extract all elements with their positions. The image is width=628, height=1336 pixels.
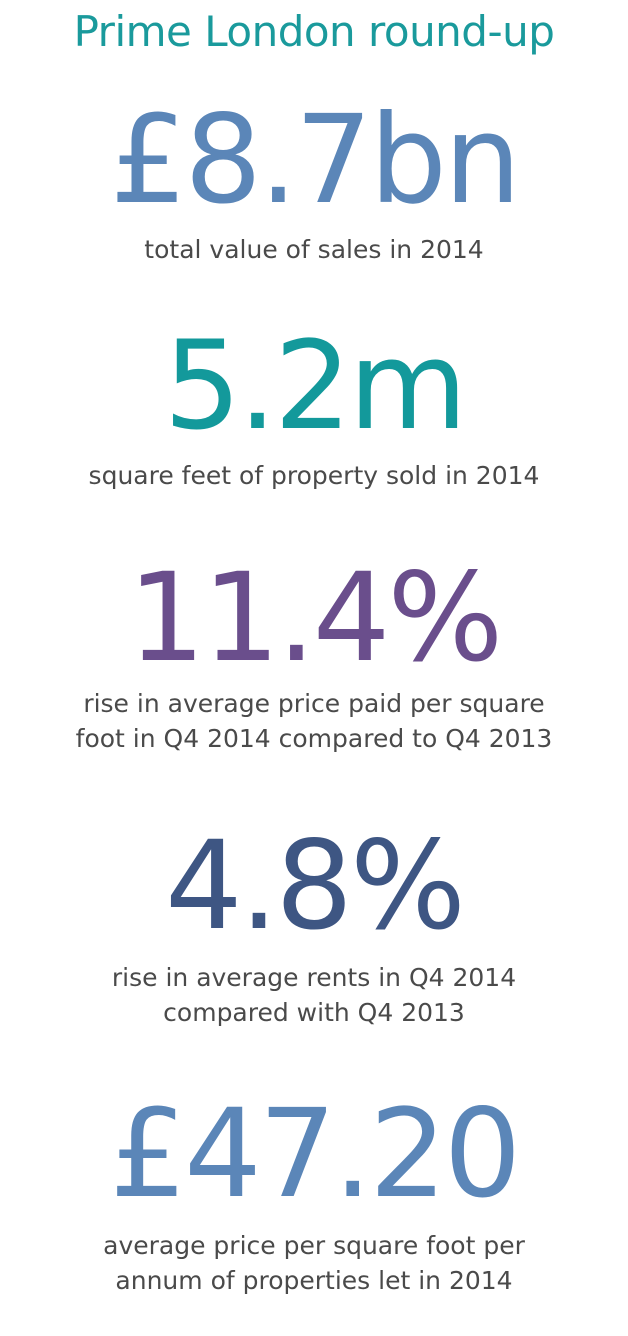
page-title: Prime London round-up — [73, 7, 555, 56]
stat-caption: rise in average rents in Q4 2014 compare… — [111, 963, 517, 1027]
stat-value: 5.2m — [163, 315, 468, 457]
stat-caption: square feet of property sold in 2014 — [88, 461, 540, 490]
stat-square-feet-sold: 5.2m square feet of property sold in 201… — [0, 322, 628, 493]
stat-value: £8.7bn — [109, 89, 521, 231]
stat-caption: average price per square foot per annum … — [103, 1231, 525, 1295]
stat-price-per-sqft-rise: 11.4% rise in average price paid per squ… — [0, 554, 628, 756]
stat-rent-rise: 4.8% rise in average rents in Q4 2014 co… — [0, 822, 628, 1030]
stat-total-sales-value: £8.7bn total value of sales in 2014 — [0, 96, 628, 267]
stat-value: £47.20 — [109, 1083, 522, 1225]
stat-caption: total value of sales in 2014 — [144, 235, 484, 264]
stat-value: 4.8% — [165, 815, 466, 957]
stat-caption: rise in average price paid per square fo… — [75, 689, 553, 753]
stat-value: 11.4% — [127, 547, 504, 689]
stat-average-rent-per-sqft: £47.20 average price per square foot per… — [0, 1090, 628, 1298]
